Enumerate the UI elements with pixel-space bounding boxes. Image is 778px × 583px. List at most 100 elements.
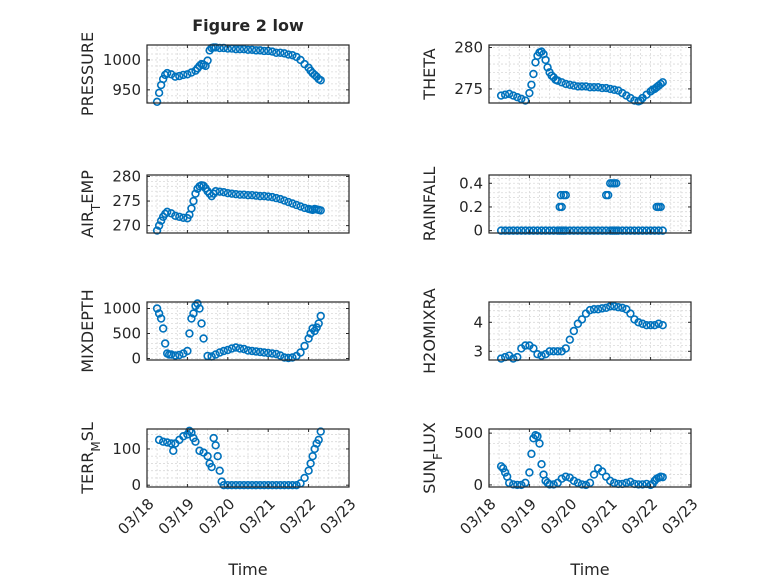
panel-rainfall: 0 0.2 0.4 RAINFALL [420,167,692,242]
data-point [618,226,627,235]
data-point [561,472,570,481]
data-point [227,480,237,490]
data-point [500,90,510,99]
data-point [500,226,510,235]
data-point [264,348,273,358]
data-point [577,226,587,235]
data-point [152,226,162,235]
data-point [585,83,595,92]
y-axis-label: PRESSURE [78,32,97,116]
data-point [557,474,566,483]
data-point [276,48,285,57]
data-point [569,81,579,90]
data-point [496,354,506,363]
y-tick-label: 100 [112,440,141,458]
y-tick-label: 280 [454,38,483,56]
data-point [154,221,164,230]
data-point [658,78,667,87]
data-point [272,193,281,203]
data-point [259,480,269,490]
data-point [167,439,176,448]
data-point [517,226,526,235]
data-point [211,441,220,450]
data-point [654,319,663,328]
x-tick-label: 03/21 [578,495,621,538]
data-point [589,470,599,479]
data-point [517,94,526,104]
data-point [235,190,245,199]
axes-frame [146,174,350,234]
data-point [589,83,599,92]
data-point [227,344,237,353]
axes-frame [488,301,692,361]
y-tick-label: 0 [473,476,483,494]
axes-frame [488,174,692,234]
data-point [187,68,196,77]
axes-frame [146,44,350,104]
data-point [527,449,536,459]
axes-frame [146,301,350,361]
data-point [175,350,184,360]
data-point [496,226,506,235]
panel-h2omixra: 3 4 H2OMIXRA [420,288,692,374]
x-tick-label: 03/22 [276,495,319,538]
data-point [187,204,196,213]
data-point [209,433,218,443]
data-point [296,348,305,357]
data-point [650,226,659,235]
data-point [593,226,603,235]
data-point [284,353,293,363]
data-point [231,189,241,199]
data-point [601,83,611,93]
data-point [589,305,599,314]
data-point [264,192,273,201]
data-point [219,480,228,490]
data-point [231,44,241,54]
data-point [276,351,285,360]
data-point [314,319,323,328]
data-point [505,226,514,235]
y-tick-label: 0 [131,350,141,368]
data-point [251,191,261,200]
y-axis-label: RAINFALL [420,167,439,242]
data-point [268,349,277,358]
panel-pressure: 950 1000 PRESSURE Figure 2 low [78,16,350,116]
data-point [247,190,257,200]
data-point [658,321,667,330]
data-point [626,226,635,235]
y-tick-label: 4 [473,313,483,331]
data-point [187,314,196,323]
data-point [158,324,168,333]
data-point [169,446,178,455]
data-point [284,197,293,207]
data-point [527,80,536,89]
data-point [565,335,574,344]
data-point [577,82,587,91]
data-point [513,226,522,235]
data-point [171,211,180,220]
data-point [561,344,570,353]
data-point [292,480,301,490]
data-point [593,305,603,314]
data-point [638,226,647,235]
data-point [581,226,591,235]
data-point [529,226,538,235]
data-point [509,354,518,363]
y-tick-label: 275 [112,192,141,210]
data-point [239,344,249,354]
data-point [603,190,613,200]
data-point [543,63,552,72]
data-point [284,50,293,59]
data-point [223,345,233,355]
data-point [255,347,265,357]
data-point [280,353,289,362]
data-point [239,480,249,490]
data-point [521,96,530,105]
data-point [545,480,554,489]
data-point [634,318,643,327]
data-point [306,459,315,468]
data-point [597,226,607,235]
data-point [549,347,558,356]
x-tick-label: 03/20 [537,495,580,538]
data-point [605,84,615,94]
